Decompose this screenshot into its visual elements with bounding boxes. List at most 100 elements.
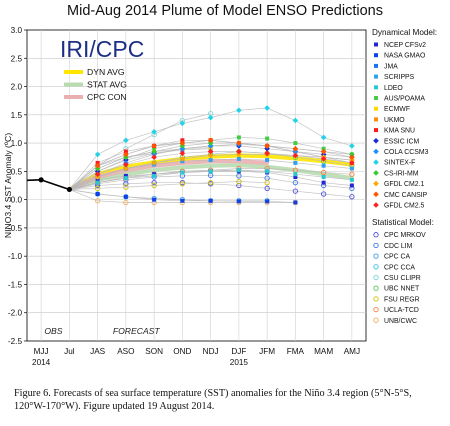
- series-line: [40, 179, 70, 191]
- legend-marker: [374, 117, 378, 122]
- data-point: [151, 148, 157, 155]
- x-tick-label: ASO: [117, 347, 134, 356]
- data-point: [349, 177, 354, 182]
- series-observed: [26, 177, 72, 193]
- data-point: [349, 166, 354, 171]
- y-tick-label: -1.0: [8, 252, 23, 261]
- data-point: [236, 156, 241, 161]
- y-tick-label: 0.0: [11, 196, 23, 205]
- legend-marker: [374, 85, 378, 90]
- y-tick-label: 3.0: [11, 26, 23, 35]
- data-point: [151, 151, 157, 158]
- data-point: [293, 160, 298, 165]
- y-tick-label: -2.0: [8, 309, 23, 318]
- data-point: [151, 143, 157, 149]
- data-point: [207, 180, 214, 186]
- data-point: [236, 148, 242, 155]
- legend-marker: [373, 138, 379, 144]
- data-point: [95, 180, 100, 185]
- legend-label: UCLA-TCD: [384, 307, 419, 314]
- forecast-label: FORECAST: [113, 326, 161, 336]
- data-point: [152, 173, 157, 178]
- data-point: [123, 184, 129, 190]
- data-point: [180, 138, 185, 143]
- data-point: [123, 165, 129, 172]
- data-point: [179, 145, 186, 152]
- data-point: [123, 161, 129, 168]
- legend-label: NASA GMAO: [384, 53, 426, 60]
- data-point: [292, 180, 299, 186]
- legend-item-dyn-avg: DYN AVG: [64, 67, 125, 77]
- data-point: [349, 154, 355, 161]
- legend-marker: [373, 306, 379, 313]
- data-point: [265, 158, 270, 163]
- legend-item-ldeo: LDEO: [374, 85, 403, 92]
- data-point: [236, 140, 242, 146]
- data-point: [293, 172, 298, 177]
- legend-statistical-title: Statistical Model:: [372, 218, 434, 227]
- legend-label: DYN AVG: [87, 67, 125, 77]
- data-point: [179, 140, 186, 146]
- data-point: [265, 136, 270, 141]
- legend-item-nasa-gmao: NASA GMAO: [374, 53, 426, 60]
- legend-item-ukmo: UKMO: [374, 117, 405, 124]
- data-point: [123, 149, 128, 154]
- data-point: [152, 146, 157, 151]
- series-line: [69, 181, 268, 190]
- legend-label: CPC MRKOV: [384, 232, 426, 239]
- data-point: [94, 151, 101, 158]
- data-point: [264, 143, 270, 149]
- legend-item-cpc-ca: CPC CA: [373, 253, 410, 261]
- data-point: [123, 173, 128, 178]
- data-point: [180, 198, 185, 203]
- legend-marker: [374, 96, 378, 100]
- series-gfdl-cm2-5: [69, 148, 355, 190]
- data-point: [207, 152, 214, 159]
- data-point: [264, 150, 270, 157]
- year-label: 2015: [230, 358, 249, 367]
- data-point: [208, 169, 213, 174]
- data-point: [293, 141, 298, 146]
- legend-marker: [374, 63, 378, 68]
- x-tick-label: Jul: [64, 347, 75, 356]
- data-point: [264, 145, 270, 152]
- legend-marker: [373, 296, 379, 302]
- data-point: [208, 198, 213, 203]
- data-point: [321, 175, 326, 180]
- data-point: [293, 200, 298, 205]
- legend-marker: [373, 148, 379, 155]
- legend-label: SINTEX-F: [384, 160, 415, 167]
- legend-item-stat-avg: STAT AVG: [64, 80, 127, 90]
- data-point: [179, 120, 186, 127]
- legend-item-ncep-cfsv2: NCEP CFSv2: [374, 42, 426, 49]
- series-sintex-f: [69, 105, 355, 190]
- data-point: [94, 198, 101, 204]
- data-point: [349, 194, 355, 200]
- series-line: [69, 174, 352, 190]
- data-point: [179, 156, 186, 162]
- figure-caption: Figure 6. Forecasts of sea surface tempe…: [14, 388, 412, 412]
- x-tick-label: AMJ: [344, 347, 360, 356]
- data-point: [236, 107, 242, 114]
- legend-item-gfdl-cm2-1: GFDL CM2.1: [373, 180, 424, 188]
- legend-item-cs-iri-mm: CS-IRI-MM: [373, 170, 419, 177]
- data-point: [94, 174, 101, 180]
- y-tick-label: -2.5: [8, 337, 23, 346]
- legend-label: ECMWF: [384, 106, 410, 113]
- data-point: [349, 171, 355, 177]
- data-point: [94, 165, 101, 172]
- legend-marker: [373, 170, 379, 176]
- legend-item-cola-ccsm3: COLA CCSM3: [373, 148, 429, 156]
- data-point: [293, 175, 298, 180]
- x-tick-label: FMA: [287, 347, 305, 356]
- data-point: [95, 160, 100, 165]
- data-point: [151, 154, 157, 161]
- iri-cpc-logo: IRI/CPC: [60, 36, 144, 62]
- data-point: [236, 173, 242, 179]
- legend-item-essic-icm: ESSIC ICM: [373, 138, 419, 145]
- data-point: [123, 137, 129, 144]
- legend-label: ESSIC ICM: [384, 138, 419, 145]
- legend-label: CPC CCA: [384, 264, 415, 271]
- legend-marker: [373, 202, 379, 208]
